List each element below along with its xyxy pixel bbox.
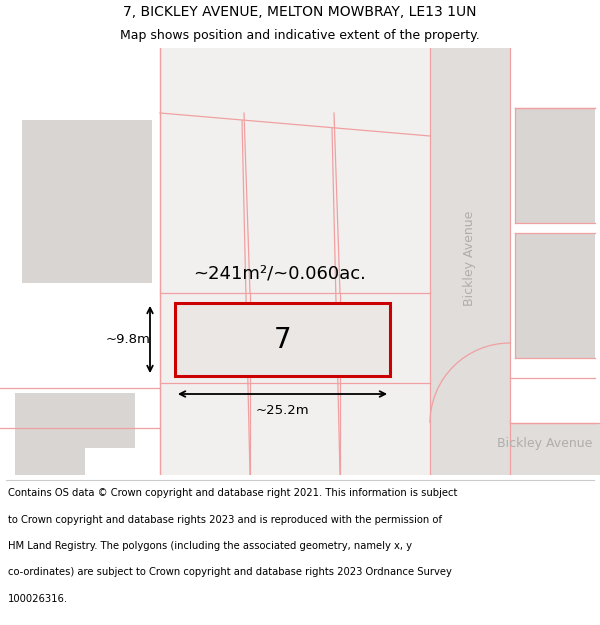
Text: Bickley Avenue: Bickley Avenue [464, 210, 476, 306]
Text: Contains OS data © Crown copyright and database right 2021. This information is : Contains OS data © Crown copyright and d… [8, 489, 457, 499]
Text: HM Land Registry. The polygons (including the associated geometry, namely x, y: HM Land Registry. The polygons (includin… [8, 541, 412, 551]
Text: ~25.2m: ~25.2m [256, 404, 310, 416]
Bar [515, 233, 595, 358]
Bar [175, 303, 390, 376]
Text: 7: 7 [274, 326, 292, 354]
Text: to Crown copyright and database rights 2023 and is reproduced with the permissio: to Crown copyright and database rights 2… [8, 515, 442, 525]
Text: Map shows position and indicative extent of the property.: Map shows position and indicative extent… [120, 29, 480, 42]
Bar [175, 303, 390, 376]
Text: Bickley Avenue: Bickley Avenue [497, 436, 593, 449]
Polygon shape [430, 423, 600, 475]
Text: ~241m²/~0.060ac.: ~241m²/~0.060ac. [194, 264, 367, 282]
Bar [22, 120, 152, 283]
Bar [430, 48, 510, 475]
Text: 7, BICKLEY AVENUE, MELTON MOWBRAY, LE13 1UN: 7, BICKLEY AVENUE, MELTON MOWBRAY, LE13 … [123, 5, 477, 19]
Bar [515, 108, 595, 223]
Bar [160, 48, 430, 475]
Bar [15, 393, 135, 448]
Text: co-ordinates) are subject to Crown copyright and database rights 2023 Ordnance S: co-ordinates) are subject to Crown copyr… [8, 568, 452, 578]
Text: 100026316.: 100026316. [8, 594, 68, 604]
Bar [15, 448, 85, 475]
Text: ~9.8m: ~9.8m [106, 333, 151, 346]
